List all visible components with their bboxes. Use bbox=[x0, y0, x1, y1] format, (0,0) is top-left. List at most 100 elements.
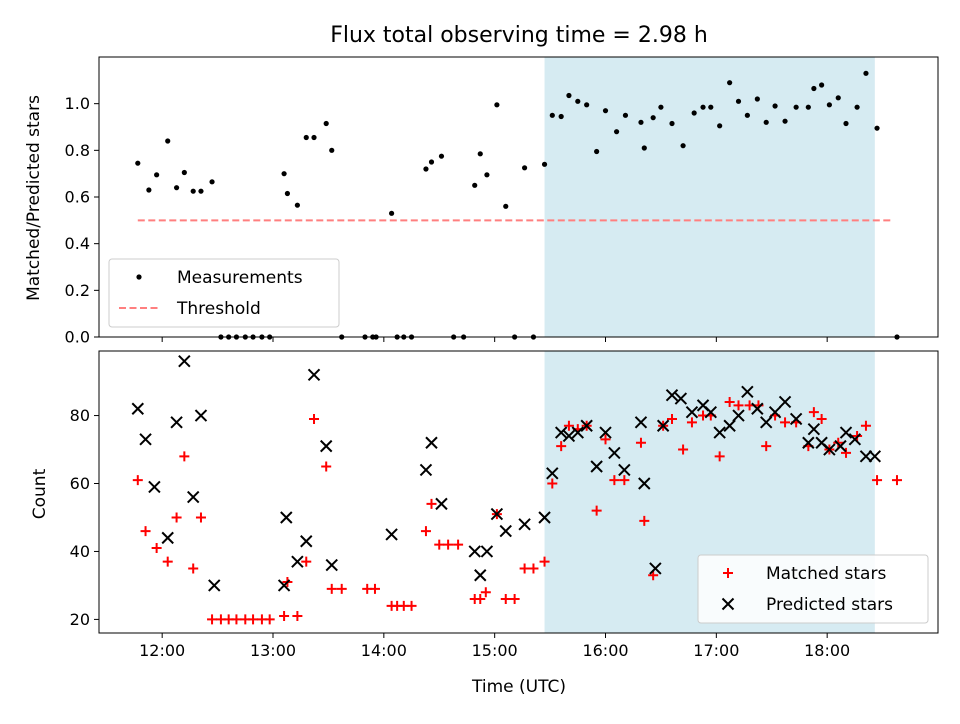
matched-star-point bbox=[279, 611, 290, 622]
measurement-point bbox=[826, 102, 832, 108]
legend-marker-predicted bbox=[721, 597, 735, 611]
measurement-point bbox=[613, 129, 620, 135]
predicted-star-point bbox=[704, 405, 718, 419]
predicted-star-point bbox=[590, 460, 603, 473]
matched-star-point bbox=[309, 413, 320, 424]
predicted-star-point bbox=[848, 433, 862, 446]
predicted-star-point bbox=[732, 409, 745, 422]
matched-star-point bbox=[509, 594, 520, 605]
predicted-star-point bbox=[178, 354, 191, 368]
matched-star-point bbox=[453, 539, 464, 550]
predicted-star-point bbox=[419, 463, 433, 477]
predicted-star-point bbox=[674, 392, 688, 405]
x-tick-label: 16:00 bbox=[582, 641, 628, 660]
measurement-point bbox=[708, 104, 714, 110]
legend-box bbox=[108, 258, 340, 328]
matched-star-point bbox=[264, 614, 275, 625]
predicted-star-point bbox=[186, 490, 200, 504]
measurement-point bbox=[503, 203, 509, 209]
matched-star-point bbox=[301, 556, 312, 567]
matched-star-point bbox=[132, 475, 143, 486]
measurement-point bbox=[811, 85, 817, 92]
shaded-region bbox=[544, 57, 875, 337]
measurement-point bbox=[763, 119, 769, 125]
predicted-star-point bbox=[649, 562, 662, 575]
legend-label: Predicted stars bbox=[766, 595, 893, 615]
x-tick-label: 13:00 bbox=[250, 641, 296, 660]
matched-star-point bbox=[609, 475, 620, 486]
matched-star-point bbox=[563, 420, 574, 431]
matched-star-point bbox=[162, 556, 173, 567]
measurement-point bbox=[198, 188, 204, 194]
measurement-point bbox=[575, 98, 581, 104]
predicted-star-point bbox=[474, 569, 487, 582]
measurement-point bbox=[622, 112, 629, 118]
legend-box bbox=[697, 554, 929, 624]
matched-star-point bbox=[179, 451, 190, 462]
measurement-point bbox=[669, 120, 675, 127]
predicted-star-point bbox=[161, 531, 174, 545]
matched-star-point bbox=[686, 417, 697, 428]
predicted-star-point bbox=[580, 419, 593, 432]
matched-star-point bbox=[724, 396, 735, 407]
predicted-star-point bbox=[823, 443, 836, 456]
measurement-point bbox=[329, 147, 335, 153]
measurement-point bbox=[727, 80, 733, 86]
x-tick-label: 18:00 bbox=[804, 641, 850, 660]
predicted-star-point bbox=[751, 402, 764, 415]
ratio-panel: 0.0 0.2 0.4 0.6 0.8 1.0 Measurements Threshold bbox=[65, 56, 939, 347]
measurement-point bbox=[494, 102, 500, 108]
measurement-point bbox=[294, 202, 300, 208]
matched-star-point bbox=[860, 420, 871, 431]
y-tick-label: 0.8 bbox=[65, 141, 90, 160]
predicted-star-point bbox=[638, 477, 651, 490]
measurement-point bbox=[863, 70, 869, 76]
matched-star-point bbox=[171, 512, 182, 523]
measurement-point bbox=[281, 171, 287, 177]
measurement-point bbox=[472, 182, 478, 188]
predicted-star-point bbox=[208, 579, 221, 592]
matched-star-point bbox=[714, 451, 725, 462]
y-tick-label: 20 bbox=[70, 610, 90, 629]
predicted-star-point bbox=[685, 405, 699, 419]
measurement-point bbox=[521, 165, 528, 171]
predicted-star-point bbox=[291, 555, 304, 568]
measurement-point bbox=[484, 172, 490, 178]
predicted-star-point bbox=[385, 528, 398, 541]
predicted-star-point bbox=[280, 511, 293, 524]
predicted-star-point bbox=[741, 385, 754, 398]
measurement-point bbox=[428, 159, 435, 165]
legend-label: Matched stars bbox=[766, 564, 886, 584]
matched-star-point bbox=[678, 444, 689, 455]
measurement-point bbox=[744, 112, 750, 118]
predicted-star-point bbox=[562, 429, 576, 443]
matched-star-point bbox=[188, 563, 199, 574]
predicted-star-point bbox=[713, 426, 726, 439]
measurement-point bbox=[477, 151, 483, 157]
predicted-star-point bbox=[468, 545, 481, 558]
y-tick-label: 80 bbox=[70, 406, 90, 425]
matched-star-point bbox=[547, 478, 558, 489]
measurement-point bbox=[717, 123, 723, 129]
measurement-point bbox=[638, 119, 644, 125]
predicted-star-point bbox=[307, 368, 321, 381]
measurement-point bbox=[323, 120, 329, 127]
measurement-point bbox=[835, 95, 841, 101]
matched-star-point bbox=[761, 441, 772, 452]
measurement-point bbox=[594, 148, 600, 155]
x-tick-label: 14:00 bbox=[361, 641, 407, 660]
predicted-star-point bbox=[665, 388, 679, 402]
matched-star-point bbox=[426, 498, 437, 509]
legend-marker-measurements bbox=[136, 274, 142, 280]
matched-star-point bbox=[480, 587, 491, 598]
matched-star-point bbox=[207, 614, 218, 625]
predicted-star-point bbox=[435, 497, 448, 511]
predicted-star-point bbox=[778, 395, 792, 409]
matched-star-point bbox=[151, 543, 162, 554]
top-y-axis-label: Matched/Predicted stars bbox=[24, 95, 44, 301]
measurement-point bbox=[173, 185, 180, 191]
measurement-point bbox=[190, 188, 196, 194]
legend: Measurements Threshold bbox=[108, 258, 340, 328]
matched-star-point bbox=[600, 434, 611, 445]
predicted-star-point bbox=[194, 409, 208, 422]
